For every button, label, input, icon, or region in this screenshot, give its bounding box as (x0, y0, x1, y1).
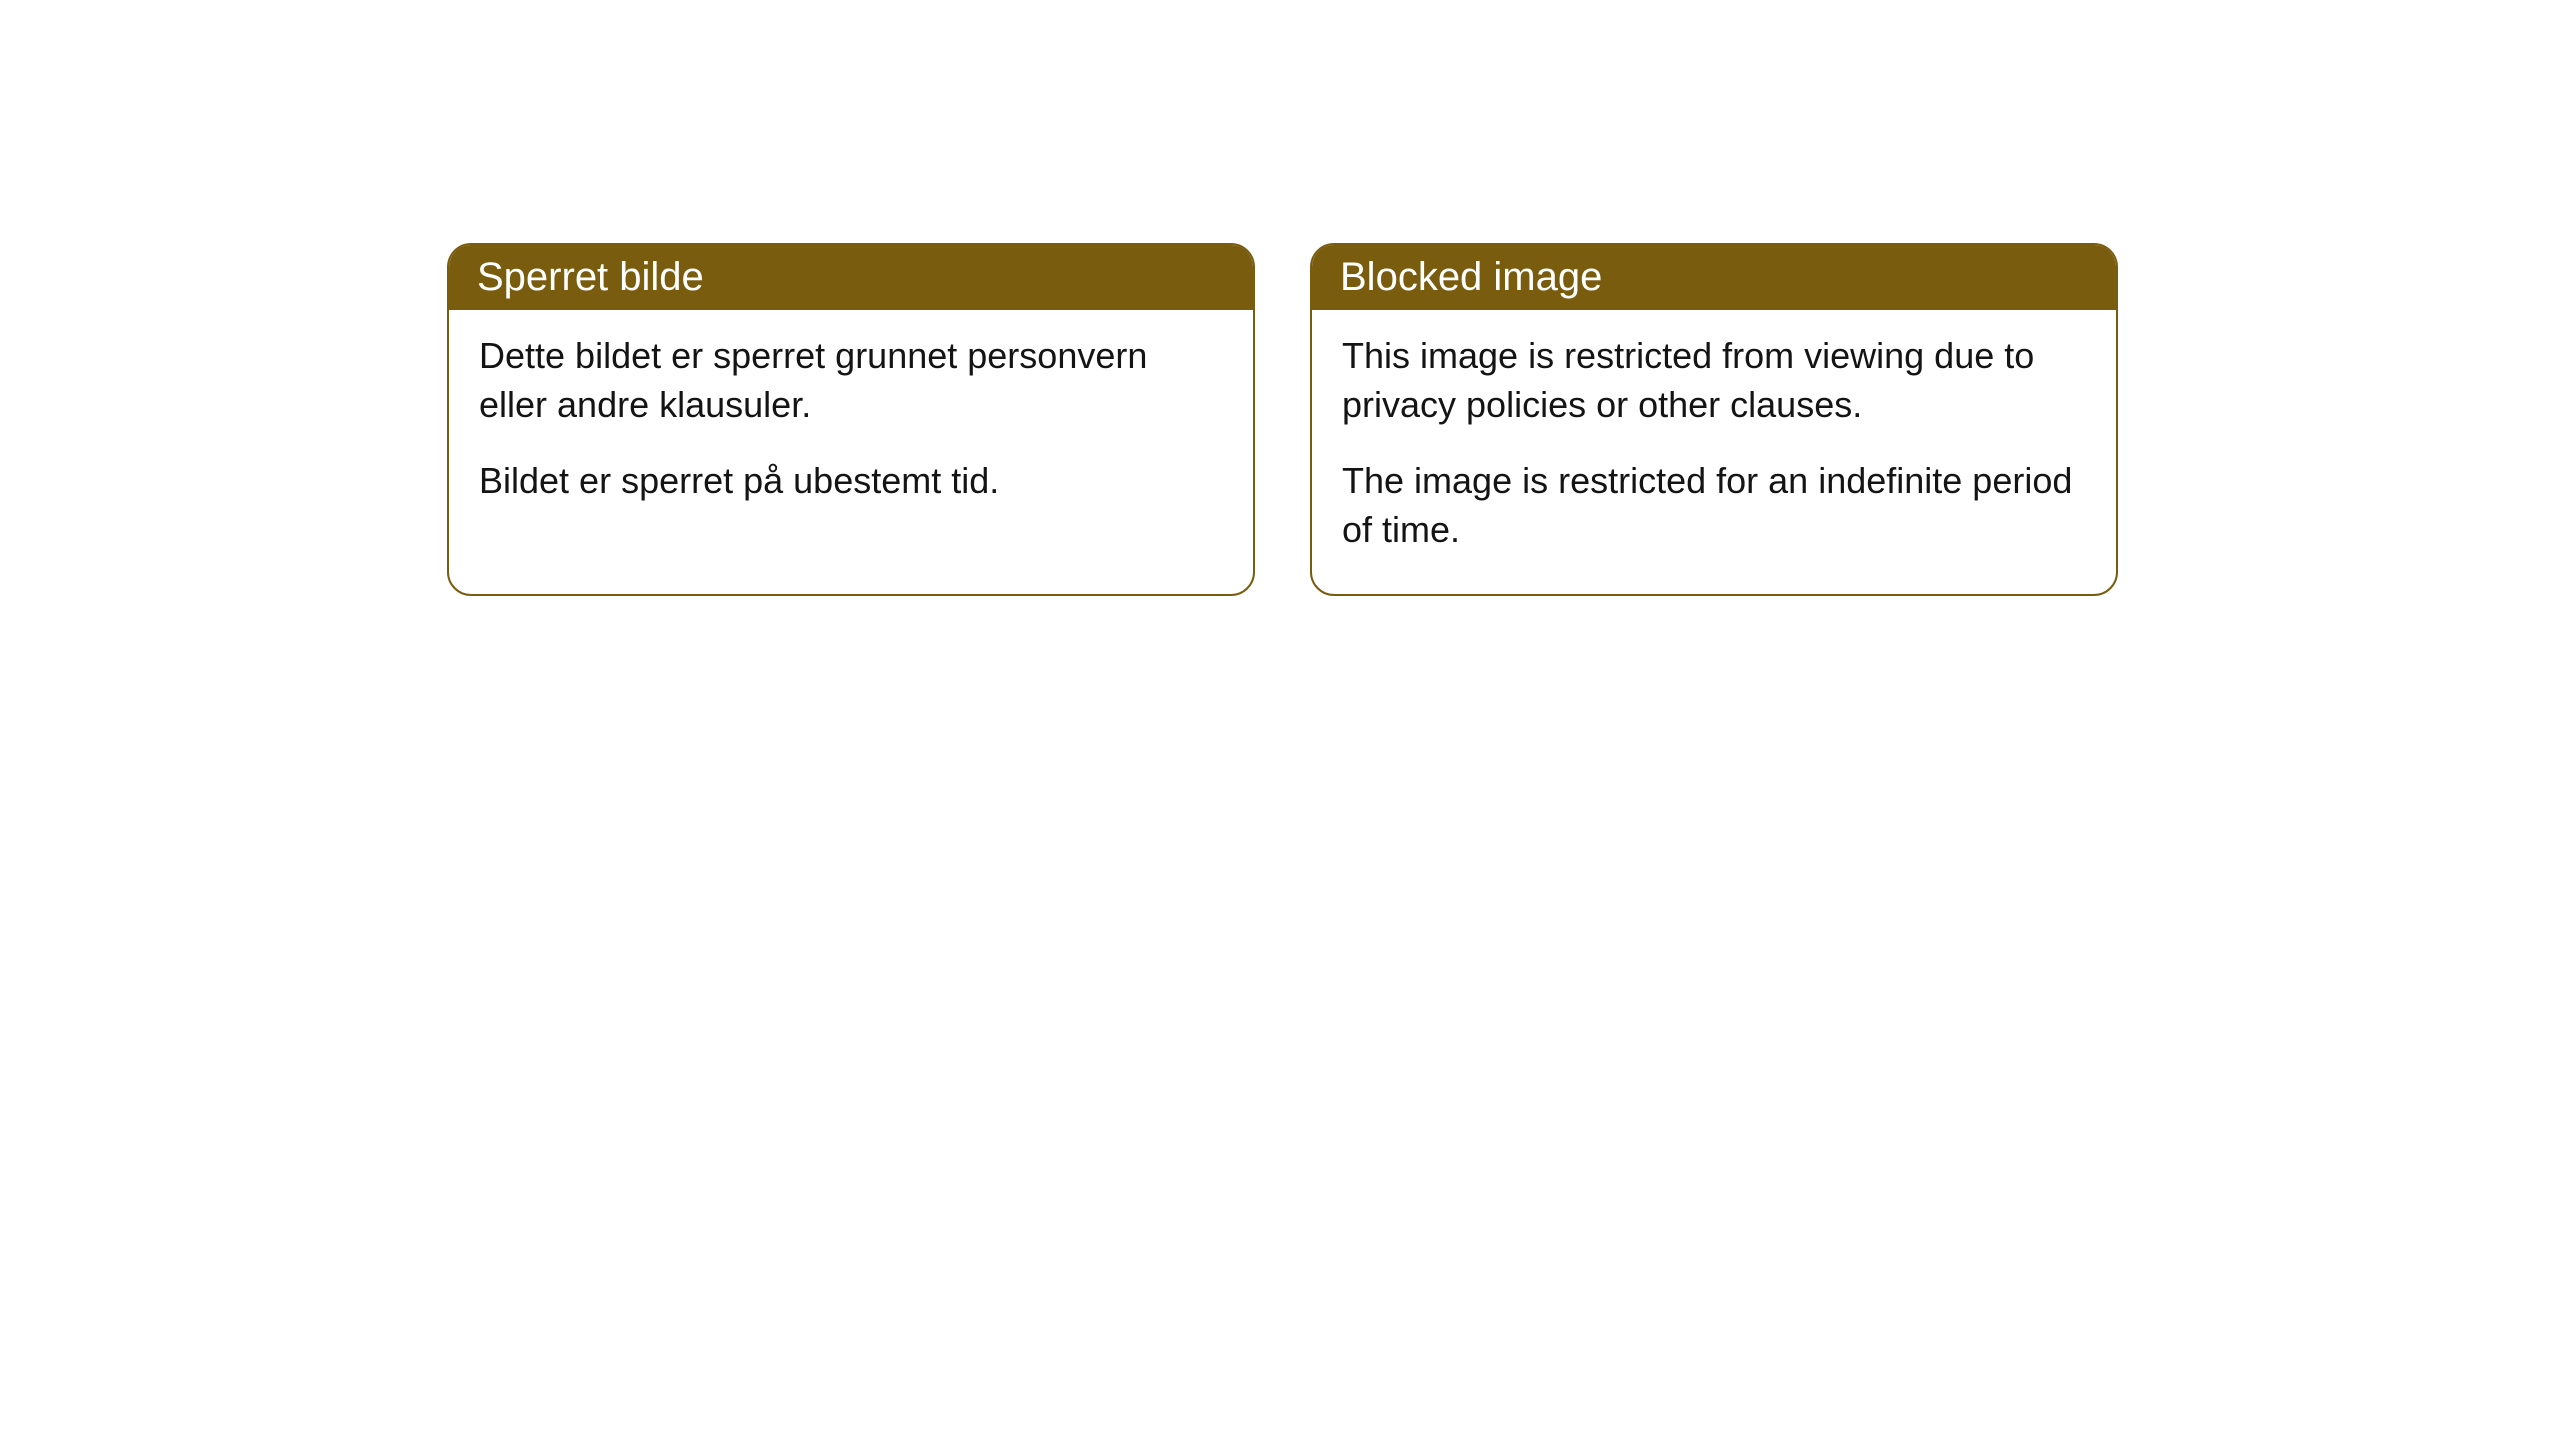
card-paragraph-1-no: Dette bildet er sperret grunnet personve… (479, 332, 1223, 429)
card-body-no: Dette bildet er sperret grunnet personve… (449, 310, 1253, 546)
card-title-en: Blocked image (1340, 255, 1602, 299)
cards-container: Sperret bilde Dette bildet er sperret gr… (447, 243, 2118, 596)
card-paragraph-1-en: This image is restricted from viewing du… (1342, 332, 2086, 429)
card-paragraph-2-en: The image is restricted for an indefinit… (1342, 457, 2086, 554)
card-header-en: Blocked image (1312, 245, 2116, 310)
card-paragraph-2-no: Bildet er sperret på ubestemt tid. (479, 457, 1223, 506)
card-body-en: This image is restricted from viewing du… (1312, 310, 2116, 594)
blocked-image-card-en: Blocked image This image is restricted f… (1310, 243, 2118, 596)
card-title-no: Sperret bilde (477, 255, 704, 299)
blocked-image-card-no: Sperret bilde Dette bildet er sperret gr… (447, 243, 1255, 596)
card-header-no: Sperret bilde (449, 245, 1253, 310)
